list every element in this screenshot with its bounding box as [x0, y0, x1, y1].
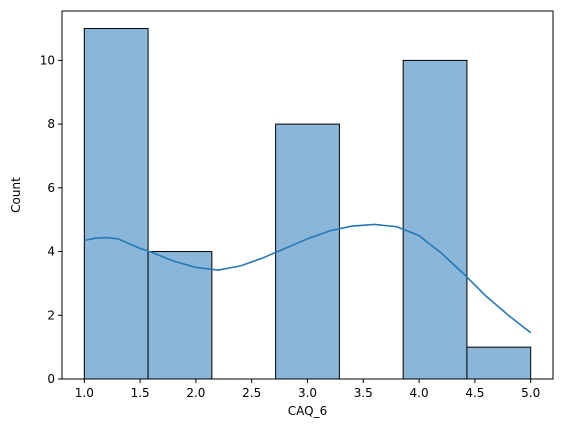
y-axis-label: Count — [9, 177, 23, 213]
x-tick-label: 4.5 — [465, 386, 484, 400]
kde-line — [84, 223, 532, 334]
y-tick-label: 8 — [47, 117, 55, 131]
x-tick-label: 1.0 — [75, 386, 94, 400]
kde-layer — [84, 223, 532, 334]
bars-layer — [83, 28, 532, 380]
y-tick-label: 6 — [47, 181, 55, 195]
y-tick-label: 10 — [40, 53, 55, 67]
x-tick-label: 1.5 — [131, 386, 150, 400]
histogram-bar — [402, 59, 468, 380]
y-tick-label: 2 — [47, 308, 55, 322]
histogram-bar — [275, 123, 340, 380]
x-tick-label: 2.5 — [242, 386, 261, 400]
y-tick-label: 4 — [47, 245, 55, 259]
x-tick-label: 2.0 — [186, 386, 205, 400]
histogram-bar — [466, 346, 532, 380]
ticks-layer: 1.0 1.5 2.0 2.5 3.0 3.5 4.0 4.5 5.0 0 2 4 6 8 10 — [40, 53, 541, 400]
y-tick-label: 0 — [47, 372, 55, 386]
histogram-bar — [147, 251, 213, 380]
x-tick-label: 5.0 — [521, 386, 540, 400]
x-axis-label: CAQ_6 — [288, 404, 327, 418]
histogram-bar — [83, 28, 149, 380]
x-tick-label: 3.5 — [354, 386, 373, 400]
x-tick-label: 4.0 — [410, 386, 429, 400]
x-tick-label: 3.0 — [298, 386, 317, 400]
